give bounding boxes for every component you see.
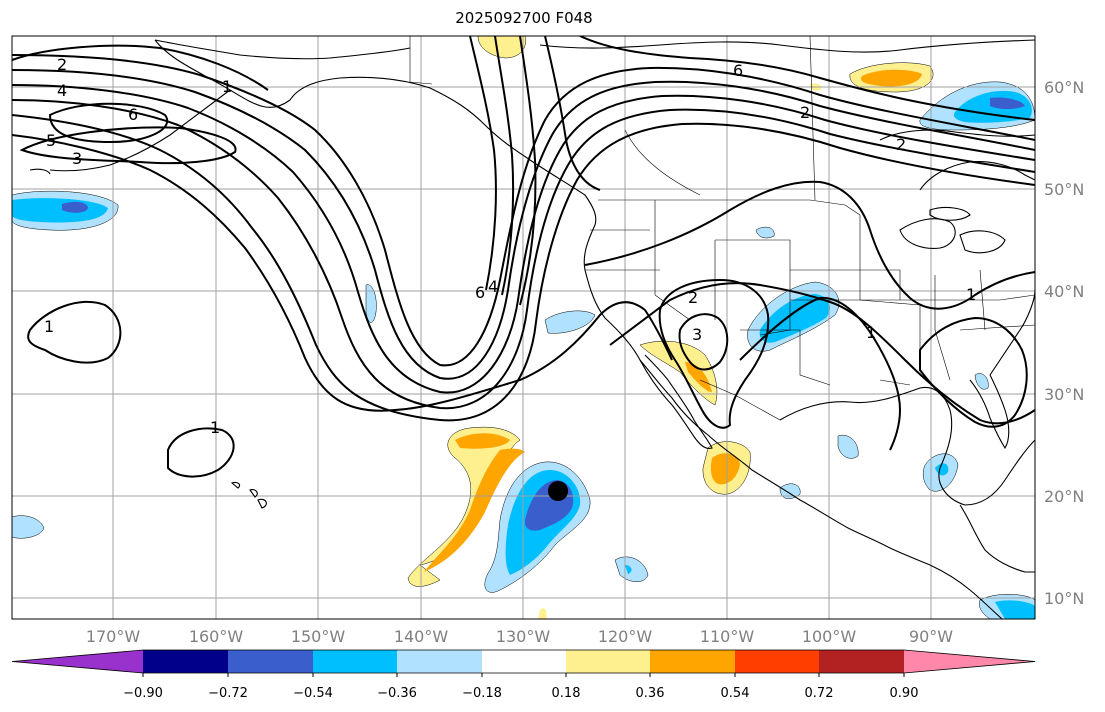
colorbar-extend-high: [904, 650, 1035, 673]
contour-label: 2: [800, 103, 810, 122]
lon-tick-label: 120°W: [598, 627, 653, 646]
colorbar-tick-label: −0.90: [123, 686, 163, 701]
colorbar-tick-label: 0.72: [805, 686, 834, 701]
colorbar-segment: [313, 650, 397, 673]
longitude-axis: 170°W 160°W 150°W 140°W 130°W 120°W 110°…: [86, 627, 953, 646]
lon-tick-label: 90°W: [909, 627, 953, 646]
contour-label: 6: [733, 61, 743, 80]
colorbar-segment: [819, 650, 904, 673]
contour-labels: 2 4 6 5 3 1 1 1 6 6 4 2 2 3 2 1 1: [44, 55, 976, 437]
contour-lines: [12, 36, 1035, 478]
contour-label: 3: [692, 325, 702, 344]
contour-label: 4: [488, 277, 498, 296]
colorbar-tick-label: 0.18: [552, 686, 581, 701]
colorbar-ticks: −0.90 −0.72 −0.54 −0.36 −0.18 0.18 0.36 …: [123, 686, 918, 701]
lat-tick-label: 40°N: [1044, 282, 1084, 301]
lon-tick-label: 110°W: [700, 627, 755, 646]
contour-label: 1: [210, 418, 220, 437]
contour-label: 2: [896, 135, 906, 154]
colorbar-tick-label: 0.54: [721, 686, 750, 701]
colorbar-segment: [735, 650, 819, 673]
colorbar-tick-label: 0.36: [636, 686, 665, 701]
colorbar-segment: [650, 650, 735, 673]
lat-tick-label: 50°N: [1044, 180, 1084, 199]
contour-label: 1: [44, 317, 54, 336]
lat-tick-label: 10°N: [1044, 589, 1084, 608]
contour-label: 3: [72, 149, 82, 168]
lat-tick-label: 20°N: [1044, 487, 1084, 506]
contour-label: 5: [46, 131, 56, 150]
colorbar-segment: [566, 650, 650, 673]
colorbar-tick-label: −0.54: [293, 686, 333, 701]
lon-tick-label: 130°W: [496, 627, 551, 646]
storm-center-marker: [548, 481, 568, 501]
lat-tick-label: 30°N: [1044, 385, 1084, 404]
contour-label: 2: [688, 288, 698, 307]
lat-tick-label: 60°N: [1044, 78, 1084, 97]
colorbar-segment: [143, 650, 228, 673]
contour-label: 2: [57, 55, 67, 74]
colorbar-segment: [482, 650, 566, 673]
lon-tick-label: 150°W: [291, 627, 346, 646]
colorbar-segment: [397, 650, 482, 673]
lon-tick-label: 160°W: [189, 627, 244, 646]
state-borders: [409, 36, 1035, 421]
latitude-axis: 60°N 50°N 40°N 30°N 20°N 10°N: [1044, 78, 1084, 608]
colorbar-segment: [228, 650, 313, 673]
contour-label: 1: [966, 285, 976, 304]
colorbar-tick-label: −0.72: [208, 686, 248, 701]
colorbar-extend-low: [12, 650, 143, 673]
contour-label: 4: [57, 81, 67, 100]
colorbar: [11, 649, 1036, 677]
lon-tick-label: 100°W: [802, 627, 857, 646]
map-title: 2025092700 F048: [455, 9, 593, 27]
lon-tick-label: 140°W: [394, 627, 449, 646]
contour-label: 1: [866, 323, 876, 342]
map-frame: [11, 35, 1036, 620]
colorbar-tick-label: 0.90: [890, 686, 919, 701]
contour-label: 1: [222, 77, 232, 96]
contour-label: 6: [475, 283, 485, 302]
lon-tick-label: 170°W: [86, 627, 141, 646]
coastlines: [29, 39, 1035, 619]
colorbar-tick-label: −0.18: [462, 686, 502, 701]
colorbar-tick-label: −0.36: [377, 686, 417, 701]
contour-label: 6: [128, 105, 138, 124]
